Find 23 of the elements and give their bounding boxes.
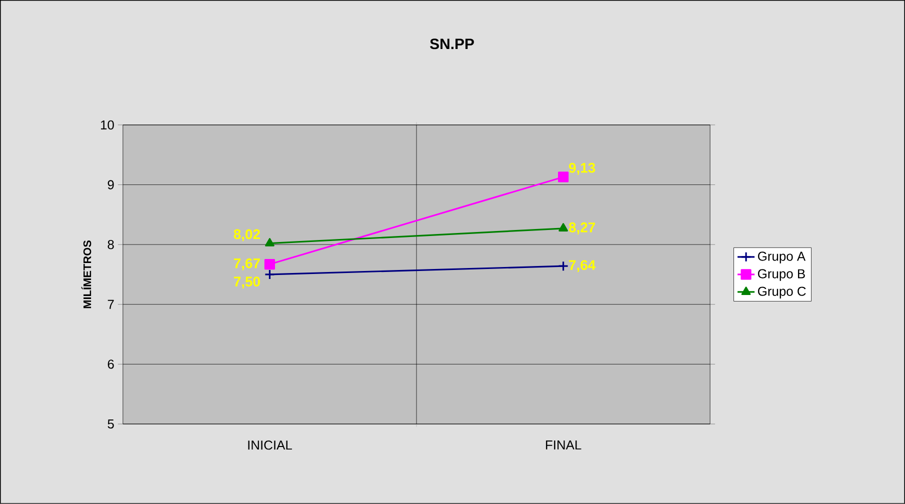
chart-title: SN.PP bbox=[430, 38, 474, 50]
data-label: 7,50 bbox=[234, 276, 260, 289]
data-label: 7,64 bbox=[569, 260, 596, 272]
legend-label: Grupo C bbox=[758, 286, 806, 298]
data-label: 8,27 bbox=[568, 222, 596, 234]
point bbox=[264, 269, 276, 280]
data-label: 8,02 bbox=[234, 229, 260, 242]
y-tick-label: 6 bbox=[108, 360, 114, 369]
x-tick-label: INICIAL bbox=[248, 440, 292, 450]
y-axis-title: MILÍMETROS bbox=[81, 240, 92, 308]
point bbox=[264, 259, 276, 270]
y-tick-label: 9 bbox=[108, 180, 114, 190]
point bbox=[558, 172, 569, 182]
data-label: 7,67 bbox=[234, 258, 260, 270]
point bbox=[558, 260, 569, 272]
x-tick-label: FINAL bbox=[546, 440, 582, 450]
legend-label: Grupo B bbox=[758, 269, 805, 281]
y-tick-label: 10 bbox=[100, 120, 114, 130]
legend-label: Grupo A bbox=[758, 252, 806, 264]
y-tick-label: 8 bbox=[108, 240, 114, 250]
y-tick-label: 7 bbox=[108, 300, 114, 309]
y-tick-label: 5 bbox=[108, 420, 114, 429]
data-label: 9,13 bbox=[568, 162, 596, 175]
